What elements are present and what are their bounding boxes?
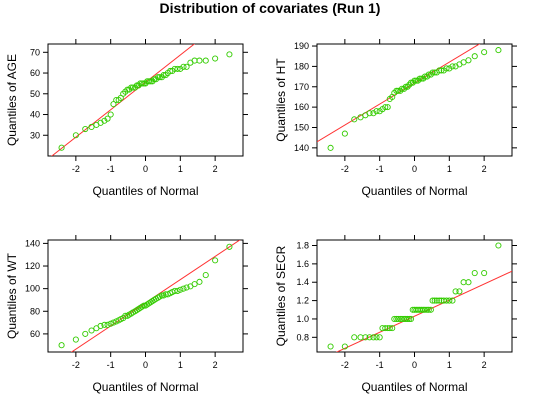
data-point <box>192 58 197 63</box>
y-tick-label: 180 <box>294 61 309 71</box>
y-tick-label: 0.8 <box>296 332 309 342</box>
x-tick-label: 0 <box>143 164 148 174</box>
data-point <box>482 270 487 275</box>
data-point <box>466 280 471 285</box>
x-tick-label: -2 <box>341 360 349 370</box>
y-tick-label: 160 <box>294 102 309 112</box>
y-tick-label: 1.4 <box>296 277 309 287</box>
y-tick-label: 190 <box>294 41 309 51</box>
data-point <box>83 126 88 131</box>
data-point <box>482 50 487 55</box>
data-point <box>496 243 501 248</box>
x-tick-label: -1 <box>107 164 115 174</box>
x-axis-title: Quantiles of Normal <box>92 184 198 198</box>
x-tick-label: 2 <box>213 360 218 370</box>
data-point <box>328 145 333 150</box>
x-tick-label: -2 <box>72 360 80 370</box>
y-tick-label: 100 <box>25 284 40 294</box>
y-tick-label: 80 <box>30 306 40 316</box>
reference-line <box>48 6 243 159</box>
data-point <box>342 131 347 136</box>
x-tick-label: 1 <box>447 164 452 174</box>
y-tick-label: 60 <box>30 68 40 78</box>
x-tick-label: -1 <box>376 164 384 174</box>
data-point <box>192 282 197 287</box>
x-tick-label: -1 <box>107 360 115 370</box>
x-tick-label: 0 <box>412 164 417 174</box>
y-tick-label: 140 <box>25 238 40 248</box>
y-tick-label: 40 <box>30 110 40 120</box>
data-point <box>83 331 88 336</box>
x-tick-label: -2 <box>341 164 349 174</box>
data-point <box>466 58 471 63</box>
data-point <box>227 52 232 57</box>
x-tick-label: 2 <box>213 164 218 174</box>
x-tick-label: 1 <box>178 360 183 370</box>
data-point <box>377 335 382 340</box>
data-point <box>181 286 186 291</box>
data-point <box>472 270 477 275</box>
x-tick-label: 0 <box>412 360 417 370</box>
data-point <box>472 54 477 59</box>
panel-age: -2 -1 0 1 2 30 40 50 60 70 Quantiles of Normal Quan… <box>5 6 248 198</box>
plot-frame <box>317 240 512 352</box>
data-point <box>213 56 218 61</box>
data-point <box>105 322 110 327</box>
data-point <box>184 64 189 69</box>
data-point <box>59 343 64 348</box>
data-point <box>197 279 202 284</box>
y-tick-label: 1.0 <box>296 314 309 324</box>
data-point <box>496 48 501 53</box>
data-point <box>328 344 333 349</box>
x-tick-label: 2 <box>482 164 487 174</box>
y-tick-label: 150 <box>294 122 309 132</box>
data-point <box>203 272 208 277</box>
panel-secr: -2 -1 0 1 2 0.8 1.0 1.2 1.4 1.6 1.8 Quantiles of No… <box>274 235 517 394</box>
y-axis-title: Quantiles of SECR <box>274 245 288 346</box>
reference-line <box>317 271 512 361</box>
y-tick-label: 50 <box>30 89 40 99</box>
data-point <box>461 60 466 65</box>
y-tick-label: 70 <box>30 47 40 57</box>
y-tick-label: 120 <box>25 261 40 271</box>
x-axis-title: Quantiles of Normal <box>361 380 467 394</box>
y-tick-label: 1.2 <box>296 296 309 306</box>
y-axis-title: Quantiles of AGE <box>5 54 19 146</box>
y-tick-label: 60 <box>30 329 40 339</box>
data-point <box>108 112 113 117</box>
x-tick-label: -2 <box>72 164 80 174</box>
y-tick-label: 170 <box>294 82 309 92</box>
x-tick-label: 2 <box>482 360 487 370</box>
x-axis-title: Quantiles of Normal <box>92 380 198 394</box>
plot-frame <box>317 44 512 156</box>
data-point <box>358 335 363 340</box>
y-tick-label: 1.6 <box>296 259 309 269</box>
x-axis-title: Quantiles of Normal <box>361 184 467 198</box>
data-point <box>461 280 466 285</box>
y-axis-title: Quantiles of WT <box>5 252 19 339</box>
x-tick-label: -1 <box>376 360 384 370</box>
data-point <box>73 337 78 342</box>
y-tick-label: 140 <box>294 143 309 153</box>
data-point <box>59 145 64 150</box>
y-axis-title: Quantiles of HT <box>274 58 288 142</box>
data-point <box>203 58 208 63</box>
data-point <box>213 258 218 263</box>
data-point <box>352 335 357 340</box>
x-tick-label: 1 <box>447 360 452 370</box>
x-tick-label: 0 <box>143 360 148 370</box>
data-point <box>89 328 94 333</box>
panel-wt: -2 -1 0 1 2 60 80 100 120 140 Quantiles of Normal Q… <box>5 235 248 394</box>
data-point <box>457 289 462 294</box>
x-tick-label: 1 <box>178 164 183 174</box>
y-tick-label: 1.8 <box>296 241 309 251</box>
y-tick-label: 30 <box>30 130 40 140</box>
data-point <box>197 58 202 63</box>
panel-ht: -2 -1 0 1 2 140 150 160 170 180 190 Quantiles of No… <box>274 24 517 198</box>
